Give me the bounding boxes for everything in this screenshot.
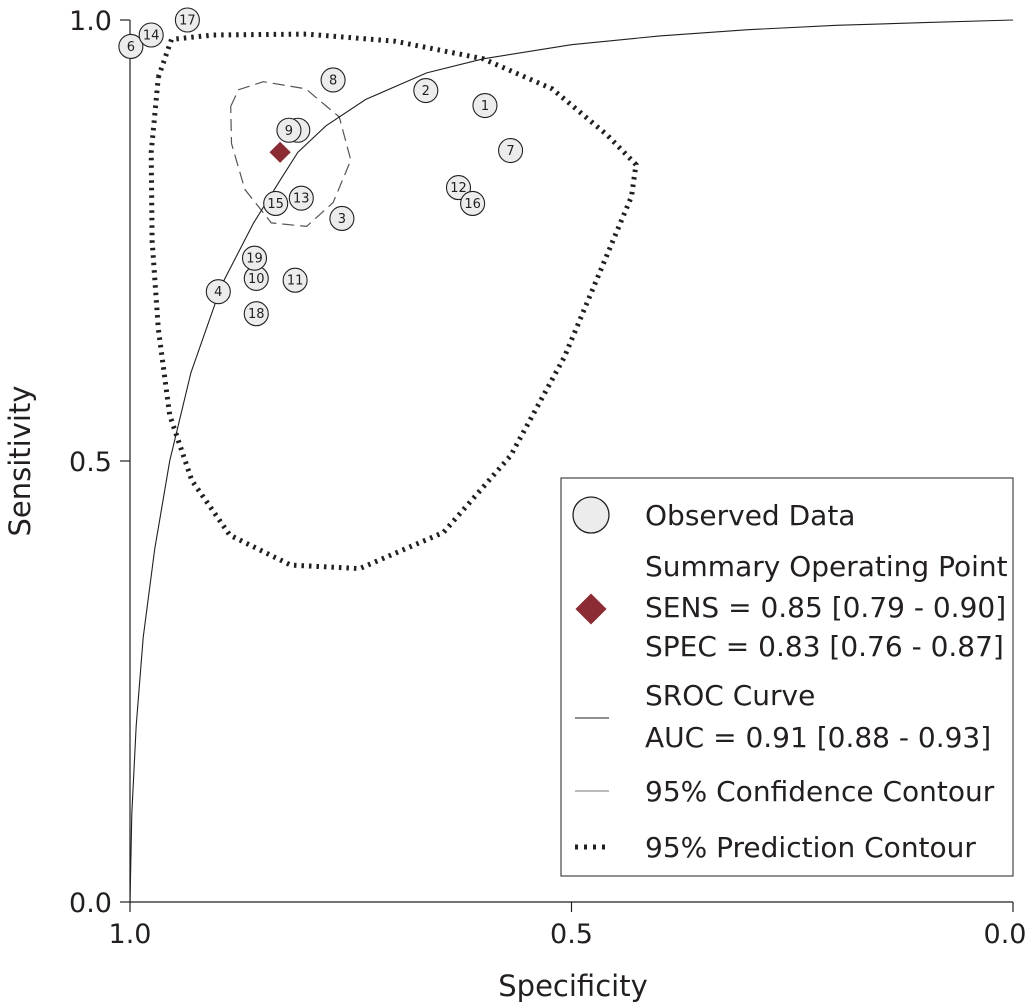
contours <box>129 19 1014 903</box>
x-tick-label: 1.0 <box>109 919 152 950</box>
study-marker <box>282 267 308 293</box>
study-marker <box>460 190 486 217</box>
ticks: 1.0 0.5 0.0 0.0 0.5 1.0 <box>69 6 1026 950</box>
study-point-8: 8 <box>320 67 346 93</box>
study-label: 6 <box>127 40 135 55</box>
study-label: 11 <box>287 274 304 289</box>
legend-observed-marker <box>572 496 610 534</box>
observed-points: 12345678910111213141516171819 <box>118 7 524 327</box>
study-marker <box>276 117 302 143</box>
study-marker <box>329 205 355 231</box>
study-point-10: 10 <box>243 265 269 291</box>
study-point-11: 11 <box>282 267 308 293</box>
study-point-17: 17 <box>174 7 200 33</box>
x-tick-label: 0.5 <box>550 919 593 950</box>
study-label: 16 <box>464 197 481 212</box>
study-marker <box>263 190 289 217</box>
study-point-2: 2 <box>413 78 439 104</box>
study-label: 8 <box>329 73 337 88</box>
study-label: 17 <box>179 14 196 29</box>
legend-box <box>560 477 1014 877</box>
study-marker <box>288 185 314 211</box>
study-marker <box>241 245 268 271</box>
study-label: 10 <box>248 272 265 287</box>
study-point-1: 1 <box>472 93 498 119</box>
study-marker <box>138 22 164 48</box>
legend: Observed Data Summary Operating Point SE… <box>560 477 1014 877</box>
study-marker <box>118 33 144 60</box>
study-label: 19 <box>246 252 263 267</box>
study-label: 3 <box>338 212 346 227</box>
study-point-12: 12 <box>445 175 472 201</box>
legend-auc: AUC = 0.91 [0.88 - 0.93] <box>645 721 991 754</box>
study-point-3: 3 <box>329 205 355 231</box>
sroc-curve <box>129 19 1014 903</box>
study-marker <box>320 67 346 93</box>
study-point-15: 15 <box>263 190 289 217</box>
legend-summary-title: Summary Operating Point <box>645 550 1008 583</box>
study-label: 18 <box>248 307 265 322</box>
study-marker <box>413 78 439 104</box>
prediction-contour <box>148 31 639 572</box>
study-label: 1 <box>481 99 489 114</box>
y-tick-label: 1.0 <box>69 6 112 37</box>
study-label: 2 <box>422 84 430 99</box>
study-label: 7 <box>506 144 514 159</box>
study-label: 15 <box>267 197 284 212</box>
study-point-4: 4 <box>205 279 231 305</box>
study-point-19: 19 <box>241 245 268 271</box>
legend-spec: SPEC = 0.83 [0.76 - 0.87] <box>645 630 1004 663</box>
study-point-9: 9 <box>276 117 302 143</box>
x-axis-title: Specificity <box>498 969 647 1003</box>
study-marker <box>243 301 269 327</box>
study-marker <box>445 175 472 201</box>
legend-sens: SENS = 0.85 [0.79 - 0.90] <box>645 591 1006 624</box>
study-point-18: 18 <box>243 301 269 327</box>
legend-prediction-label: 95% Prediction Contour <box>645 831 976 864</box>
legend-sroc-title: SROC Curve <box>645 679 815 712</box>
study-label: 4 <box>214 285 222 300</box>
legend-confidence-label: 95% Confidence Contour <box>645 775 995 808</box>
summary-point-layer <box>269 141 291 163</box>
study-point-6: 6 <box>118 33 144 60</box>
study-label: 13 <box>293 192 310 207</box>
study-marker <box>498 137 524 164</box>
study-label: 14 <box>143 28 160 43</box>
study-marker <box>472 93 498 119</box>
study-marker <box>174 7 200 33</box>
study-point-14: 14 <box>138 22 164 48</box>
summary-point <box>269 141 291 163</box>
legend-observed-label: Observed Data <box>645 499 855 532</box>
study-label: 12 <box>450 181 467 196</box>
study-marker <box>205 279 231 305</box>
study-point-7: 7 <box>498 137 524 164</box>
y-axis-title: Sensitivity <box>3 386 37 537</box>
study-label: 9 <box>285 124 293 139</box>
study-point-16: 16 <box>460 190 486 217</box>
y-tick-label: 0.5 <box>69 447 112 478</box>
x-tick-label: 0.0 <box>984 919 1027 950</box>
confidence-contour <box>230 81 352 228</box>
y-tick-label: 0.0 <box>69 888 112 919</box>
study-point-13: 13 <box>288 185 314 211</box>
